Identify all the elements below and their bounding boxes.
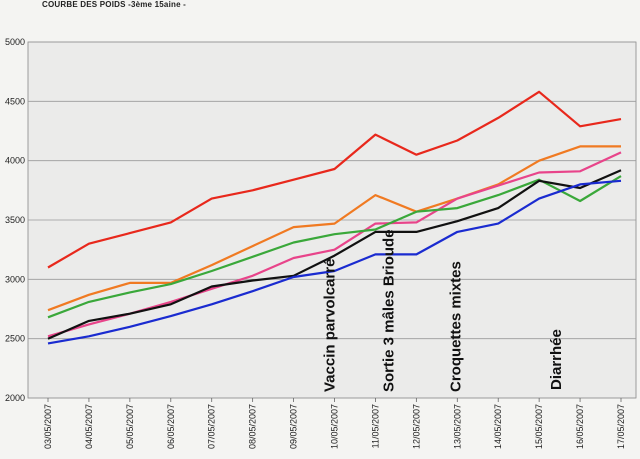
x-tick-label: 12/05/2007 (411, 404, 421, 449)
x-tick-label: 14/05/2007 (493, 404, 503, 449)
x-tick-label: 11/05/2007 (370, 404, 380, 448)
annotation-label: Vaccin parvolcarré (322, 259, 339, 392)
y-tick-label: 5000 (5, 37, 25, 47)
series-line (47, 169, 622, 340)
series-line (47, 90, 622, 269)
annotation-label: Sortie 3 mâles Brioude (380, 229, 397, 392)
y-tick-label: 3500 (5, 215, 25, 225)
series-line (47, 145, 621, 312)
chart-title: COURBE DES POIDS -3ème 15aine - (42, 0, 187, 9)
x-tick-label: 03/05/2007 (43, 404, 53, 449)
x-tick-label: 09/05/2007 (289, 404, 299, 449)
series-line (47, 179, 622, 345)
y-tick-label: 2500 (5, 334, 25, 344)
x-tick-label: 15/05/2007 (534, 404, 544, 449)
x-tick-label: 05/05/2007 (125, 404, 135, 449)
x-tick-label: 13/05/2007 (452, 404, 462, 449)
annotation-label: Diarrhée (548, 329, 565, 390)
x-tick-label: 17/05/2007 (616, 404, 626, 449)
x-tick-label: 06/05/2007 (166, 404, 176, 449)
x-tick-label: 04/05/2007 (84, 404, 94, 449)
annotation-label: Croquettes mixtes (447, 261, 464, 392)
series-line (47, 175, 622, 319)
y-tick-label: 3000 (5, 274, 25, 284)
x-tick-label: 08/05/2007 (248, 404, 258, 449)
x-tick-label: 07/05/2007 (207, 404, 217, 449)
x-tick-label: 16/05/2007 (575, 404, 585, 449)
x-tick-label: 10/05/2007 (330, 404, 340, 449)
y-tick-label: 2000 (5, 393, 25, 403)
y-tick-label: 4000 (5, 156, 25, 166)
y-tick-label: 4500 (5, 96, 25, 106)
